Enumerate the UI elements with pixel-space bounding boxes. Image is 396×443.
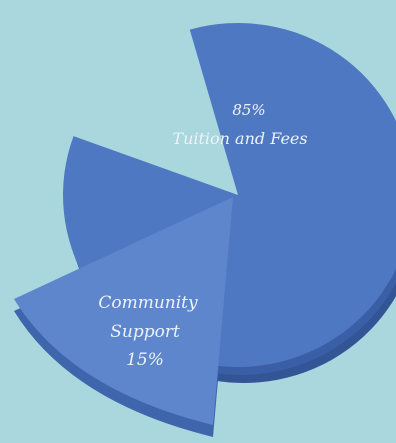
slice-label-community-line2: Support <box>110 322 180 342</box>
slice-label-community-line1: Community <box>98 293 198 313</box>
pie-slice-community <box>14 197 233 425</box>
slice-label-tuition-value: 85% <box>232 101 265 119</box>
slice-label-community-value: 15% <box>126 350 164 370</box>
slice-label-tuition-name: Tuition and Fees <box>172 129 307 148</box>
